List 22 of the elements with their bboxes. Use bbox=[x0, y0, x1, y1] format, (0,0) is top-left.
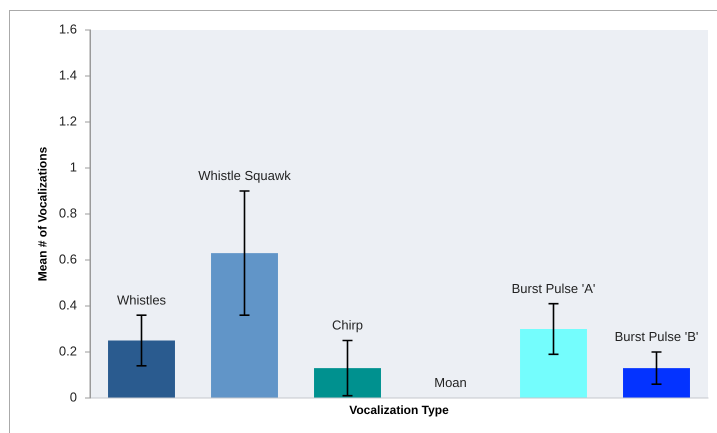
x-axis-title: Vocalization Type bbox=[349, 403, 450, 418]
bar bbox=[314, 368, 381, 398]
y-tick-label: 0.8 bbox=[58, 206, 77, 221]
bar bbox=[211, 253, 278, 398]
y-tick-label: 1.2 bbox=[58, 114, 77, 129]
bar bbox=[520, 329, 587, 398]
y-tick-label: 0.2 bbox=[58, 344, 77, 359]
annotation: Moan bbox=[434, 375, 467, 390]
annotation: Chirp bbox=[332, 318, 364, 333]
y-tick-label: 0.6 bbox=[58, 252, 77, 267]
y-tick-label: 1.4 bbox=[58, 68, 77, 83]
y-axis-title: Mean # of Vocalizations bbox=[36, 146, 50, 282]
annotation: Burst Pulse 'B' bbox=[614, 329, 698, 344]
bar bbox=[623, 368, 690, 398]
annotation: Whistle Squawk bbox=[198, 168, 292, 184]
y-tick-label: 1 bbox=[70, 160, 77, 175]
y-tick-label: 1.6 bbox=[58, 22, 77, 37]
y-tick-label: 0 bbox=[70, 390, 77, 405]
bar bbox=[108, 340, 175, 398]
y-tick-label: 0.4 bbox=[58, 298, 77, 313]
annotation: Whistles bbox=[116, 292, 167, 308]
annotation: Burst Pulse 'A' bbox=[512, 280, 596, 296]
